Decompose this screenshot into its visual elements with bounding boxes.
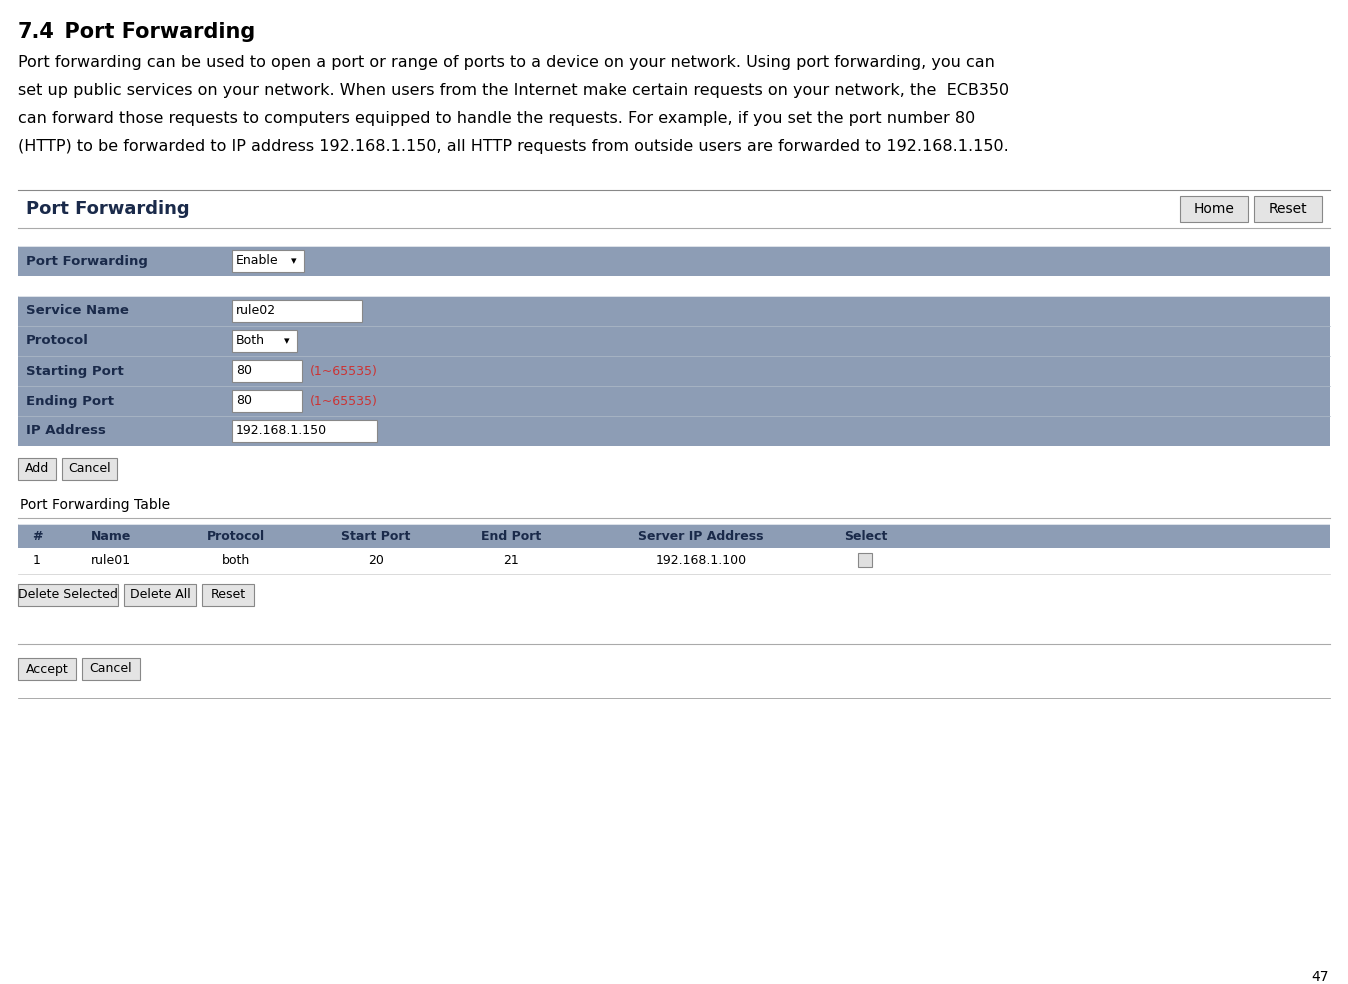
Text: Accept: Accept [26, 662, 69, 675]
Text: IP Address: IP Address [26, 424, 106, 438]
Text: Protocol: Protocol [26, 335, 89, 347]
Text: Delete All: Delete All [129, 588, 190, 601]
Bar [18, 386, 1330, 416]
Text: Port forwarding can be used to open a port or range of ports to a device on your: Port forwarding can be used to open a po… [18, 55, 995, 70]
Text: rule01: rule01 [90, 555, 131, 568]
Text: Protocol: Protocol [208, 529, 266, 542]
Bar [202, 584, 253, 606]
Text: Both: Both [236, 335, 266, 347]
Bar [18, 356, 1330, 386]
Bar [232, 250, 305, 272]
Text: Select: Select [844, 529, 888, 542]
Text: End Port: End Port [481, 529, 541, 542]
Bar [18, 584, 119, 606]
Text: Port Forwarding: Port Forwarding [50, 22, 255, 42]
Text: Start Port: Start Port [341, 529, 411, 542]
Text: can forward those requests to computers equipped to handle the requests. For exa: can forward those requests to computers … [18, 111, 975, 126]
Bar [18, 416, 1330, 446]
Text: Cancel: Cancel [90, 662, 132, 675]
Text: (HTTP) to be forwarded to IP address 192.168.1.150, all HTTP requests from outsi: (HTTP) to be forwarded to IP address 192… [18, 139, 1008, 154]
Bar [1254, 196, 1322, 222]
Text: Port Forwarding: Port Forwarding [26, 255, 148, 268]
Text: 192.168.1.150: 192.168.1.150 [236, 424, 328, 438]
Text: Service Name: Service Name [26, 304, 129, 318]
Text: (1~65535): (1~65535) [310, 395, 377, 407]
Text: (1~65535): (1~65535) [310, 364, 377, 378]
Text: set up public services on your network. When users from the Internet make certai: set up public services on your network. … [18, 83, 1010, 98]
Text: ▾: ▾ [291, 256, 297, 266]
Text: Port Forwarding: Port Forwarding [26, 200, 190, 218]
Text: #: # [32, 529, 42, 542]
Bar [857, 553, 872, 567]
Bar [1180, 196, 1248, 222]
Bar [232, 420, 377, 442]
Text: Port Forwarding Table: Port Forwarding Table [20, 498, 170, 512]
Text: 80: 80 [236, 395, 252, 407]
Bar [18, 296, 1330, 326]
Text: Delete Selected: Delete Selected [18, 588, 117, 601]
Bar [232, 300, 363, 322]
Text: 20: 20 [368, 555, 384, 568]
Text: Name: Name [90, 529, 131, 542]
Bar [18, 190, 1330, 228]
Bar [18, 326, 1330, 356]
Text: Starting Port: Starting Port [26, 364, 124, 378]
Text: Reset: Reset [1268, 202, 1308, 216]
Text: Add: Add [24, 462, 49, 475]
Text: Home: Home [1193, 202, 1235, 216]
Bar [232, 360, 302, 382]
Bar [18, 524, 1330, 548]
Bar [232, 330, 297, 352]
Bar [18, 548, 1330, 574]
Text: Cancel: Cancel [69, 462, 111, 475]
Text: both: both [222, 555, 251, 568]
Bar [18, 658, 75, 680]
Text: Reset: Reset [210, 588, 245, 601]
Text: Server IP Address: Server IP Address [638, 529, 764, 542]
Bar [124, 584, 195, 606]
Bar [18, 458, 57, 480]
Text: 192.168.1.100: 192.168.1.100 [655, 555, 747, 568]
Bar [82, 658, 140, 680]
Text: Ending Port: Ending Port [26, 395, 115, 407]
Bar [62, 458, 117, 480]
Bar [232, 390, 302, 412]
Text: 21: 21 [503, 555, 519, 568]
Text: 80: 80 [236, 364, 252, 378]
Text: ▾: ▾ [284, 336, 290, 346]
Text: 47: 47 [1312, 970, 1329, 984]
Bar [18, 246, 1330, 276]
Text: 7.4: 7.4 [18, 22, 55, 42]
Text: 1: 1 [34, 555, 40, 568]
Text: Enable: Enable [236, 255, 279, 268]
Text: rule02: rule02 [236, 304, 276, 318]
